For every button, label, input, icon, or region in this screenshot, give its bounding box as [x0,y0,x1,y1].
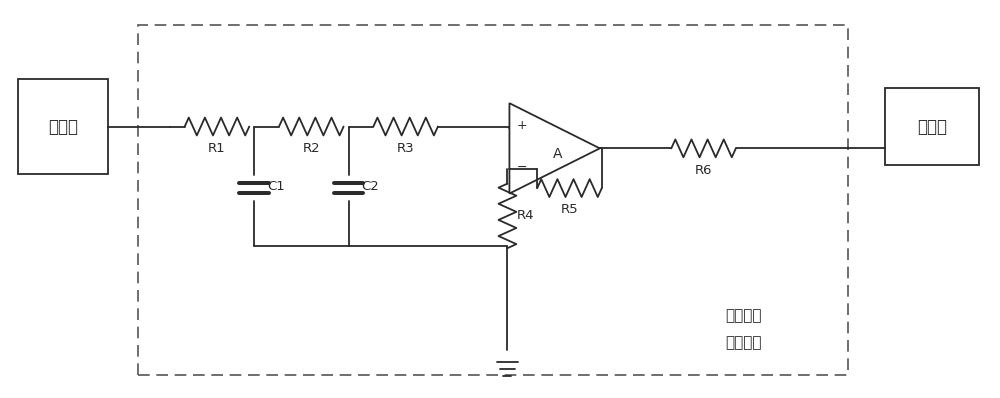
Text: +: + [517,119,527,132]
Text: A: A [553,147,563,161]
Text: −: − [517,161,527,174]
Text: R4: R4 [517,209,534,222]
Text: R2: R2 [303,142,320,155]
Text: C1: C1 [267,179,285,193]
FancyBboxPatch shape [18,79,108,174]
FancyBboxPatch shape [885,88,979,165]
Text: 输出电路: 输出电路 [725,336,762,351]
Text: 变频器: 变频器 [917,117,947,135]
Text: 单片机: 单片机 [48,117,78,135]
Text: C2: C2 [362,179,379,193]
Text: R1: R1 [208,142,226,155]
Text: 变频电压: 变频电压 [725,308,762,323]
Text: R5: R5 [561,203,578,217]
Text: R6: R6 [695,164,712,177]
Text: R3: R3 [397,142,414,155]
